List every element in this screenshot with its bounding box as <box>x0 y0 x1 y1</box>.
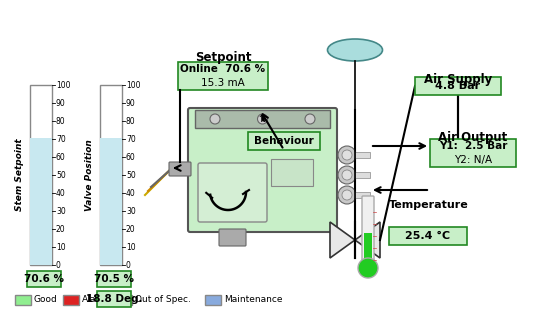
Text: 20: 20 <box>56 225 66 233</box>
FancyBboxPatch shape <box>219 229 246 246</box>
Text: Out of Spec.: Out of Spec. <box>135 295 191 305</box>
FancyBboxPatch shape <box>188 108 337 232</box>
Text: 70: 70 <box>56 135 66 144</box>
Text: 0: 0 <box>56 261 61 270</box>
Text: Maintenance: Maintenance <box>224 295 283 305</box>
Circle shape <box>338 146 356 164</box>
Text: Good: Good <box>34 295 58 305</box>
Text: 25.4 °C: 25.4 °C <box>406 231 450 241</box>
Circle shape <box>258 114 267 124</box>
Text: 40: 40 <box>56 188 66 198</box>
Text: Setpoint: Setpoint <box>195 51 251 65</box>
Text: 18.8 Deg.: 18.8 Deg. <box>85 294 142 304</box>
FancyBboxPatch shape <box>415 77 501 95</box>
Text: Behaviour: Behaviour <box>254 136 314 146</box>
FancyBboxPatch shape <box>97 271 131 287</box>
Text: 50: 50 <box>126 170 136 180</box>
Text: Y1:  2.5 Bar: Y1: 2.5 Bar <box>439 141 507 151</box>
Circle shape <box>305 114 315 124</box>
FancyBboxPatch shape <box>27 271 61 287</box>
Text: Valve Position: Valve Position <box>85 139 94 211</box>
Text: 70.6 %: 70.6 % <box>24 274 64 284</box>
Circle shape <box>342 190 352 200</box>
FancyBboxPatch shape <box>15 295 31 305</box>
Text: 70.5 %: 70.5 % <box>94 274 134 284</box>
FancyBboxPatch shape <box>30 138 52 265</box>
Text: Air Output: Air Output <box>438 130 507 144</box>
Text: Stem Setpoint: Stem Setpoint <box>15 139 25 211</box>
Text: 100: 100 <box>126 81 140 89</box>
Polygon shape <box>355 222 380 258</box>
Text: 90: 90 <box>56 99 66 107</box>
FancyBboxPatch shape <box>178 62 268 90</box>
Text: 40: 40 <box>126 188 136 198</box>
Circle shape <box>210 114 220 124</box>
Text: Online  70.6 %: Online 70.6 % <box>180 64 266 74</box>
Text: ⇅: ⇅ <box>259 114 266 124</box>
Text: 90: 90 <box>126 99 136 107</box>
Text: 20: 20 <box>126 225 135 233</box>
FancyBboxPatch shape <box>205 295 221 305</box>
Text: Y2: N/A: Y2: N/A <box>454 155 492 165</box>
Circle shape <box>358 258 378 278</box>
Text: 50: 50 <box>56 170 66 180</box>
FancyBboxPatch shape <box>116 295 132 305</box>
Circle shape <box>338 166 356 184</box>
Text: 10: 10 <box>56 243 66 251</box>
Text: Temperature: Temperature <box>389 200 469 210</box>
Text: 30: 30 <box>126 207 136 215</box>
FancyBboxPatch shape <box>100 138 122 265</box>
Text: Air Supply: Air Supply <box>424 72 492 85</box>
FancyBboxPatch shape <box>198 163 267 222</box>
Text: 100: 100 <box>56 81 71 89</box>
Text: 15.3 mA: 15.3 mA <box>201 78 245 88</box>
FancyBboxPatch shape <box>355 192 370 198</box>
FancyBboxPatch shape <box>97 291 131 307</box>
Circle shape <box>338 186 356 204</box>
Text: 80: 80 <box>126 117 135 125</box>
FancyBboxPatch shape <box>248 132 320 150</box>
Polygon shape <box>330 222 355 258</box>
FancyBboxPatch shape <box>362 196 374 263</box>
FancyBboxPatch shape <box>364 233 372 262</box>
FancyBboxPatch shape <box>63 295 79 305</box>
Text: 80: 80 <box>56 117 66 125</box>
FancyBboxPatch shape <box>355 172 370 178</box>
Text: Alarm: Alarm <box>82 295 109 305</box>
Text: 60: 60 <box>126 152 136 162</box>
FancyBboxPatch shape <box>430 139 516 167</box>
FancyBboxPatch shape <box>30 85 52 265</box>
Text: 60: 60 <box>56 152 66 162</box>
FancyBboxPatch shape <box>195 110 330 128</box>
Text: 70: 70 <box>126 135 136 144</box>
Circle shape <box>342 150 352 160</box>
FancyBboxPatch shape <box>355 152 370 158</box>
Text: 0: 0 <box>126 261 131 270</box>
FancyBboxPatch shape <box>271 159 313 186</box>
FancyBboxPatch shape <box>100 85 122 265</box>
Text: 30: 30 <box>56 207 66 215</box>
FancyBboxPatch shape <box>169 162 191 176</box>
Text: 10: 10 <box>126 243 135 251</box>
Ellipse shape <box>328 39 383 61</box>
Text: 4.8 Bar: 4.8 Bar <box>436 81 481 91</box>
Circle shape <box>342 170 352 180</box>
FancyBboxPatch shape <box>389 227 467 245</box>
